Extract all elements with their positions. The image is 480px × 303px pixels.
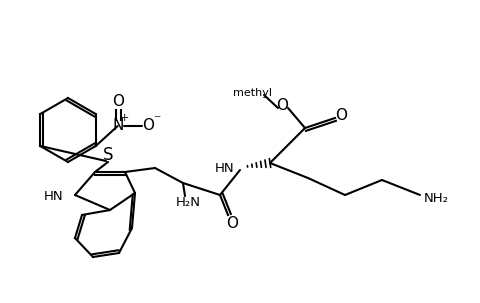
Text: O: O xyxy=(142,118,154,134)
Text: O: O xyxy=(276,98,288,114)
Text: HN: HN xyxy=(43,191,63,204)
Text: O: O xyxy=(335,108,347,124)
Text: ⁻: ⁻ xyxy=(153,113,160,127)
Text: N: N xyxy=(112,118,123,132)
Text: HN: HN xyxy=(215,161,234,175)
Text: +: + xyxy=(120,113,130,123)
Text: NH₂: NH₂ xyxy=(423,191,448,205)
Text: O: O xyxy=(112,94,124,108)
Text: S: S xyxy=(103,146,113,164)
Text: methyl: methyl xyxy=(232,88,272,98)
Text: O: O xyxy=(226,215,238,231)
Text: H₂N: H₂N xyxy=(176,197,201,209)
